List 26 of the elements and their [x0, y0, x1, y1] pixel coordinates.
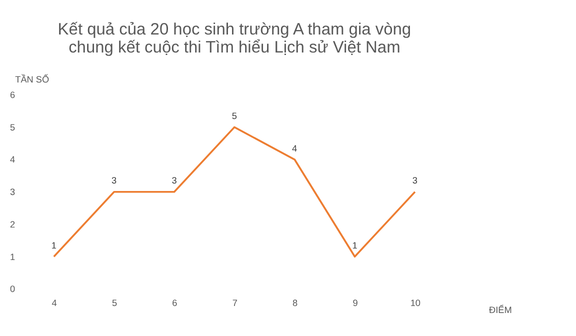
x-tick-label: 10 [410, 298, 421, 308]
y-tick-label: 1 [10, 252, 16, 262]
y-tick-label: 3 [10, 187, 16, 198]
data-label: 5 [232, 110, 237, 121]
data-label: 3 [112, 176, 117, 186]
y-tick-label: 6 [10, 90, 16, 100]
data-label: 1 [352, 240, 358, 250]
y-axis-title: TẦN SỐ [15, 73, 50, 84]
y-tick-label: 0 [10, 284, 16, 294]
x-tick-label: 7 [232, 298, 238, 308]
y-tick-label: 2 [10, 219, 16, 230]
data-label: 4 [292, 143, 298, 154]
data-label: 3 [172, 176, 177, 186]
y-tick-label: 5 [10, 122, 16, 132]
x-tick-label: 8 [292, 298, 298, 308]
y-tick-label: 4 [10, 154, 16, 165]
data-label: 3 [412, 176, 418, 186]
line-series [52, 126, 416, 258]
text: chung kết cuộc thi Tìm hiểu Lịch sử Việt Nam [68, 38, 400, 57]
x-tick-label: 9 [352, 298, 358, 308]
x-tick-label: 5 [112, 298, 118, 308]
x-axis-title: ĐIỂM [489, 304, 512, 316]
data-label: 1 [51, 240, 56, 250]
text: Kết quả của 20 học sinh trường A tham gia vòng [58, 20, 412, 38]
x-tick-label: 6 [172, 298, 178, 308]
x-tick-label: 4 [52, 298, 57, 308]
